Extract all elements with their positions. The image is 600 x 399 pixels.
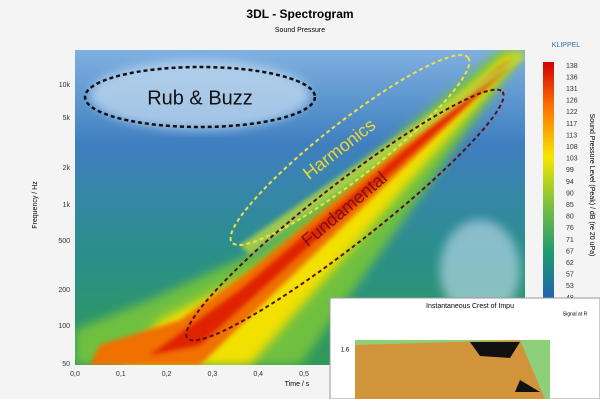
subtitle: Sound Pressure bbox=[275, 27, 325, 34]
colorbar-tick-label: 99 bbox=[566, 167, 574, 174]
inset-tick: 1.6 bbox=[341, 348, 350, 354]
inset: Instantaneous Crest of Impu Signal at R … bbox=[329, 297, 600, 399]
y-tick-label: 500 bbox=[58, 238, 70, 245]
colorbar-tick-label: 76 bbox=[566, 225, 574, 232]
colorbar-tick-label: 136 bbox=[566, 74, 578, 81]
harmonics-ellipse bbox=[229, 54, 471, 246]
fundamental-ellipse bbox=[185, 88, 505, 342]
y-tick-label: 50 bbox=[62, 361, 70, 368]
x-tick-label: 0,1 bbox=[116, 371, 126, 378]
x-tick-label: 0,3 bbox=[208, 371, 218, 378]
y-tick-label: 1k bbox=[63, 202, 71, 209]
colorbar-tick-label: 138 bbox=[566, 63, 578, 70]
colorbar-tick-label: 94 bbox=[566, 179, 574, 186]
y-tick-label: 10k bbox=[59, 82, 71, 89]
y-axis-label: Frequency / Hz bbox=[32, 181, 39, 229]
y-tick-label: 5k bbox=[63, 115, 71, 122]
colorbar bbox=[543, 62, 554, 300]
colorbar-tick-label: 62 bbox=[566, 260, 574, 267]
colorbar-tick-label: 103 bbox=[566, 156, 578, 163]
brand: KLIPPEL bbox=[552, 42, 581, 49]
x-tick-label: 0,4 bbox=[253, 371, 263, 378]
colorbar-tick-label: 85 bbox=[566, 202, 574, 209]
colorbar-tick-label: 131 bbox=[566, 86, 578, 93]
x-axis-label: Time / s bbox=[285, 381, 310, 388]
colorbar-tick-label: 90 bbox=[566, 190, 574, 197]
colorbar-tick-label: 113 bbox=[566, 132, 577, 139]
x-tick-label: 0,5 bbox=[299, 371, 309, 378]
rub-buzz-label: Rub & Buzz bbox=[147, 87, 253, 109]
y-tick-label: 100 bbox=[58, 323, 70, 330]
x-tick-label: 0,2 bbox=[162, 371, 172, 378]
colorbar-tick-label: 117 bbox=[566, 121, 577, 128]
inset-title: Instantaneous Crest of Impu bbox=[426, 303, 514, 310]
colorbar-tick-label: 67 bbox=[566, 248, 574, 255]
colorbar-tick-label: 71 bbox=[566, 237, 574, 244]
colorbar-tick-label: 122 bbox=[566, 109, 578, 116]
rub-buzz-ellipse bbox=[83, 65, 317, 129]
x-tick-label: 0,0 bbox=[70, 371, 80, 378]
colorbar-tick-label: 53 bbox=[566, 283, 574, 290]
y-tick-label: 2k bbox=[63, 165, 71, 172]
colorbar-label: Sound Pressure Level (Peak) / dB (re 20 … bbox=[588, 114, 595, 257]
y-tick-label: 200 bbox=[58, 287, 70, 294]
inset-subtitle: Signal at R bbox=[563, 311, 588, 317]
colorbar-tick-label: 108 bbox=[566, 144, 578, 151]
title: 3DL - Spectrogram bbox=[246, 7, 353, 21]
colorbar-tick-label: 57 bbox=[566, 272, 574, 279]
colorbar-tick-label: 126 bbox=[566, 98, 578, 105]
colorbar-tick-label: 80 bbox=[566, 214, 574, 221]
